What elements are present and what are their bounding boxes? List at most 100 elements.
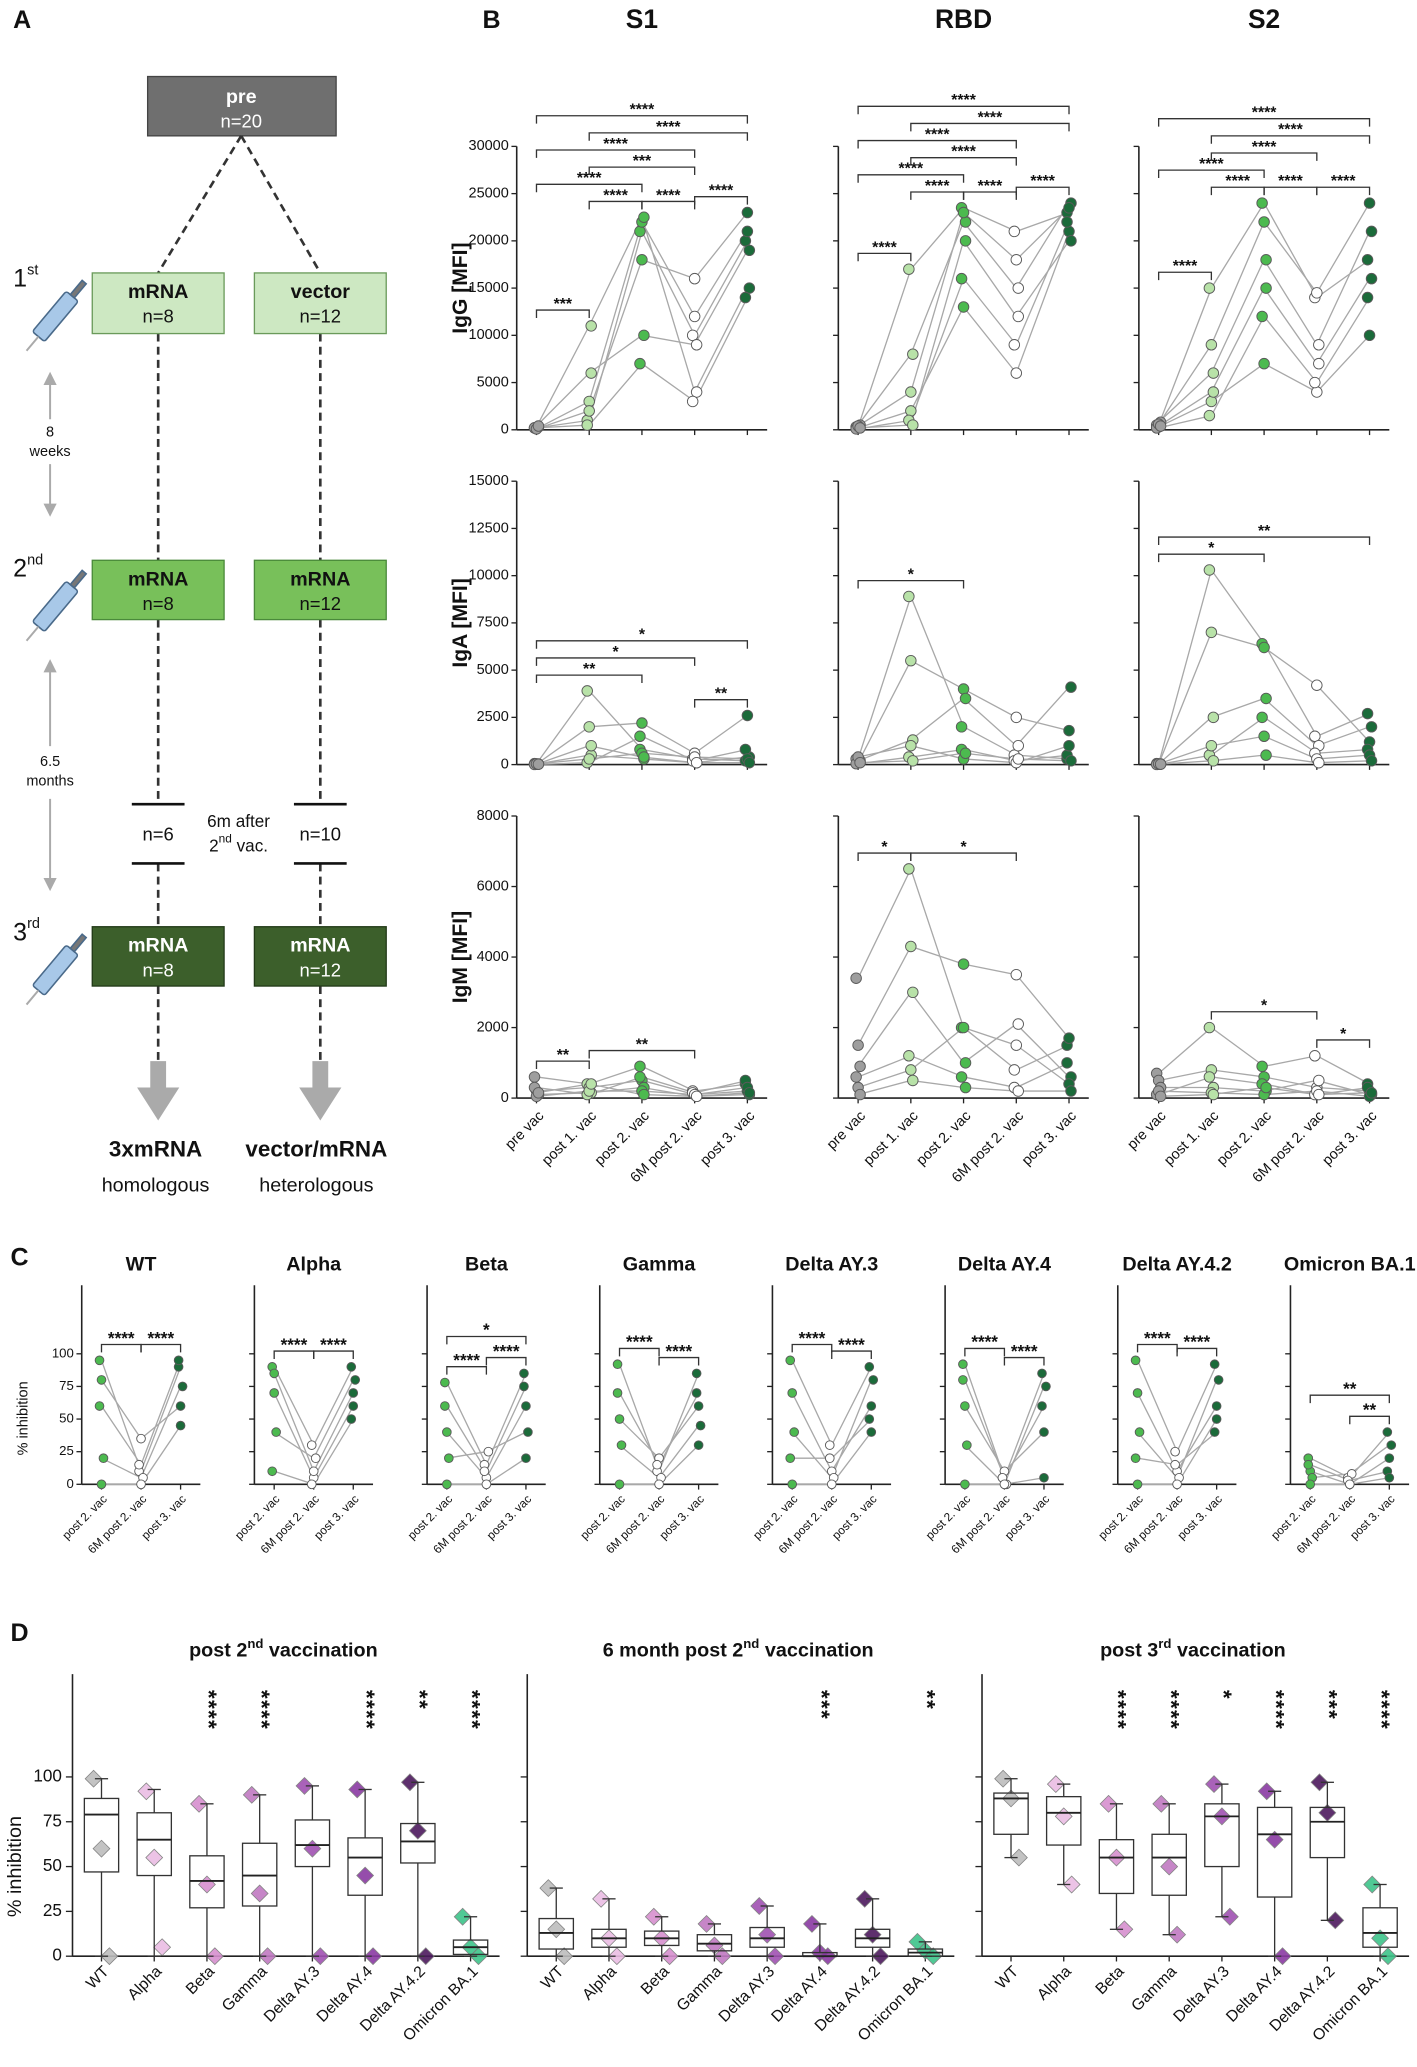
outcome-name: vector/mRNA xyxy=(245,1137,387,1162)
significance-label: ** xyxy=(914,1690,939,1710)
y-tick-label: 0 xyxy=(501,1090,509,1106)
data-point xyxy=(269,1368,279,1379)
data-point xyxy=(616,1440,627,1450)
significance-bracket xyxy=(485,1356,527,1366)
data-point xyxy=(136,1479,146,1490)
data-point xyxy=(741,709,754,722)
data-point xyxy=(94,1355,105,1366)
x-tick-label: Alpha xyxy=(579,1963,620,2004)
significance-bracket xyxy=(857,252,912,262)
data-point xyxy=(585,1078,597,1090)
data-point xyxy=(1207,755,1220,767)
data-point xyxy=(1365,225,1378,238)
x-tick-label: WT xyxy=(83,1963,113,1993)
box xyxy=(1256,1806,1293,1898)
data-point xyxy=(136,1433,146,1444)
data-point xyxy=(479,1466,490,1477)
significance-label: **** xyxy=(1225,173,1250,190)
data-point xyxy=(1363,1875,1382,1894)
data-point xyxy=(346,1414,357,1424)
significance-label: **** xyxy=(1030,173,1055,190)
y-tick-label: 0 xyxy=(501,422,509,438)
outcome-name: 3xmRNA xyxy=(109,1137,202,1162)
syringes xyxy=(25,279,88,1006)
data-point xyxy=(636,254,648,266)
data-point xyxy=(959,216,972,228)
x-tick-label: Beta xyxy=(183,1963,218,1998)
title-part: vaccination xyxy=(1171,1640,1285,1662)
x-tick-label: Gamma xyxy=(1128,1963,1180,2015)
data-point xyxy=(100,1947,119,1966)
dose-label: 3rd xyxy=(13,916,40,946)
data-point xyxy=(1258,730,1270,742)
data-point xyxy=(177,1381,188,1392)
data-point xyxy=(638,211,650,223)
dose-3: mRNA n=8 mRNA n=12 3rd xyxy=(13,916,387,987)
data-point xyxy=(1310,1773,1329,1792)
x-tick-label: Alpha xyxy=(1034,1963,1075,2004)
x-tick-label: post 1. vac xyxy=(1161,1108,1222,1169)
panel-label: B xyxy=(482,6,500,34)
data-point xyxy=(84,1769,103,1788)
data-point xyxy=(695,1420,706,1431)
x-tick-label: WT xyxy=(538,1963,568,1993)
data-point xyxy=(741,206,754,219)
data-point xyxy=(528,1071,541,1083)
data-point xyxy=(688,272,701,285)
subject-line xyxy=(536,212,748,430)
y-tick-label: 75 xyxy=(59,1378,74,1393)
data-point xyxy=(1213,1375,1224,1385)
y-tick-label: 12500 xyxy=(469,520,509,536)
column-title: S1 xyxy=(626,4,658,34)
data-point xyxy=(1260,282,1272,294)
data-point xyxy=(258,1947,277,1966)
significance-label: ** xyxy=(715,686,728,703)
subject-line xyxy=(273,1366,354,1447)
y-tick-label: 50 xyxy=(43,1855,62,1875)
significance-label: ** xyxy=(557,1047,570,1064)
data-point xyxy=(1012,310,1024,323)
significance-label: * xyxy=(639,627,646,644)
y-axis-label: IgA [MFI] xyxy=(449,578,472,667)
data-point xyxy=(686,329,699,342)
significance-bracket xyxy=(1157,271,1213,281)
y-tick-label: 0 xyxy=(501,756,509,772)
data-point xyxy=(612,1359,623,1370)
data-point xyxy=(787,1388,798,1398)
data-point xyxy=(789,1427,799,1437)
significance-label: **** xyxy=(249,1690,274,1730)
significance-label: **** xyxy=(978,178,1003,195)
followup-n: n=10 xyxy=(300,824,342,845)
data-point xyxy=(137,1782,156,1801)
subject-line xyxy=(857,594,1070,760)
data-point xyxy=(145,1848,164,1867)
data-point xyxy=(1361,707,1374,720)
data-point xyxy=(1172,1479,1182,1490)
data-point xyxy=(1065,235,1077,247)
data-point xyxy=(1305,1479,1316,1490)
x-tick-label: post 3. vac xyxy=(1019,1108,1080,1169)
data-point xyxy=(1207,1088,1220,1101)
data-point xyxy=(1379,1947,1397,1966)
box xyxy=(253,272,387,335)
y-tick-label: 30000 xyxy=(469,138,509,154)
data-point xyxy=(1258,641,1270,654)
data-point xyxy=(690,1090,703,1103)
y-tick-label: 5000 xyxy=(477,374,509,390)
outcome-kind: homologous xyxy=(102,1175,210,1197)
significance-bracket xyxy=(791,1343,833,1353)
significance-bracket xyxy=(964,1347,1006,1357)
data-point xyxy=(750,1897,769,1915)
significance-bracket xyxy=(446,1335,527,1345)
significance-bracket xyxy=(535,309,590,318)
data-point xyxy=(134,1459,144,1470)
y-tick-label: 4000 xyxy=(477,949,509,965)
data-point xyxy=(521,1401,531,1411)
subplot-title: Delta AY.4.2 xyxy=(1122,1254,1232,1276)
panel-label: C xyxy=(11,1244,29,1272)
data-point xyxy=(638,1088,650,1101)
significance-bracket xyxy=(535,115,749,124)
dose-label: 1st xyxy=(13,262,38,292)
data-point xyxy=(519,1368,529,1379)
significance-bracket xyxy=(1015,186,1070,196)
